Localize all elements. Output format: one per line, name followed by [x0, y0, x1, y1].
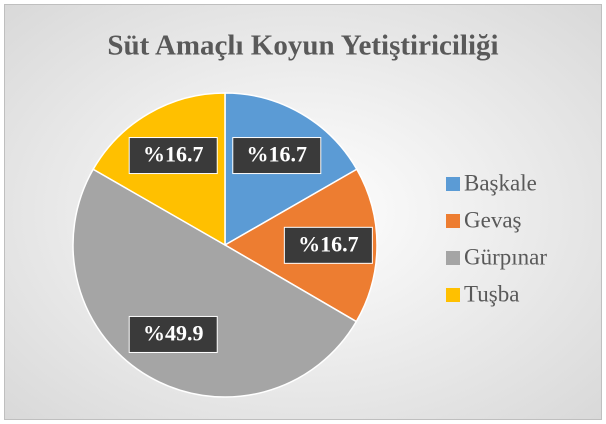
data-label-box	[128, 315, 218, 353]
legend-swatch	[446, 177, 460, 191]
legend-swatch	[446, 214, 460, 228]
data-label: %16.7	[298, 231, 359, 256]
data-label: %16.7	[143, 142, 204, 167]
legend-label: Gürpınar	[464, 244, 547, 269]
data-label-box	[232, 137, 322, 175]
data-label-box	[283, 226, 373, 264]
data-label: %49.9	[143, 321, 204, 346]
legend-label: Gevaş	[464, 207, 522, 232]
chart-title: Süt Amaçlı Koyun Yetiştiriciliği	[107, 30, 498, 62]
data-label: %16.7	[247, 142, 308, 167]
legend-label: Başkale	[464, 170, 537, 195]
legend-label: Tuşba	[464, 281, 519, 306]
legend-swatch	[446, 251, 460, 265]
legend-swatch	[446, 288, 460, 302]
data-label-box	[128, 137, 218, 175]
